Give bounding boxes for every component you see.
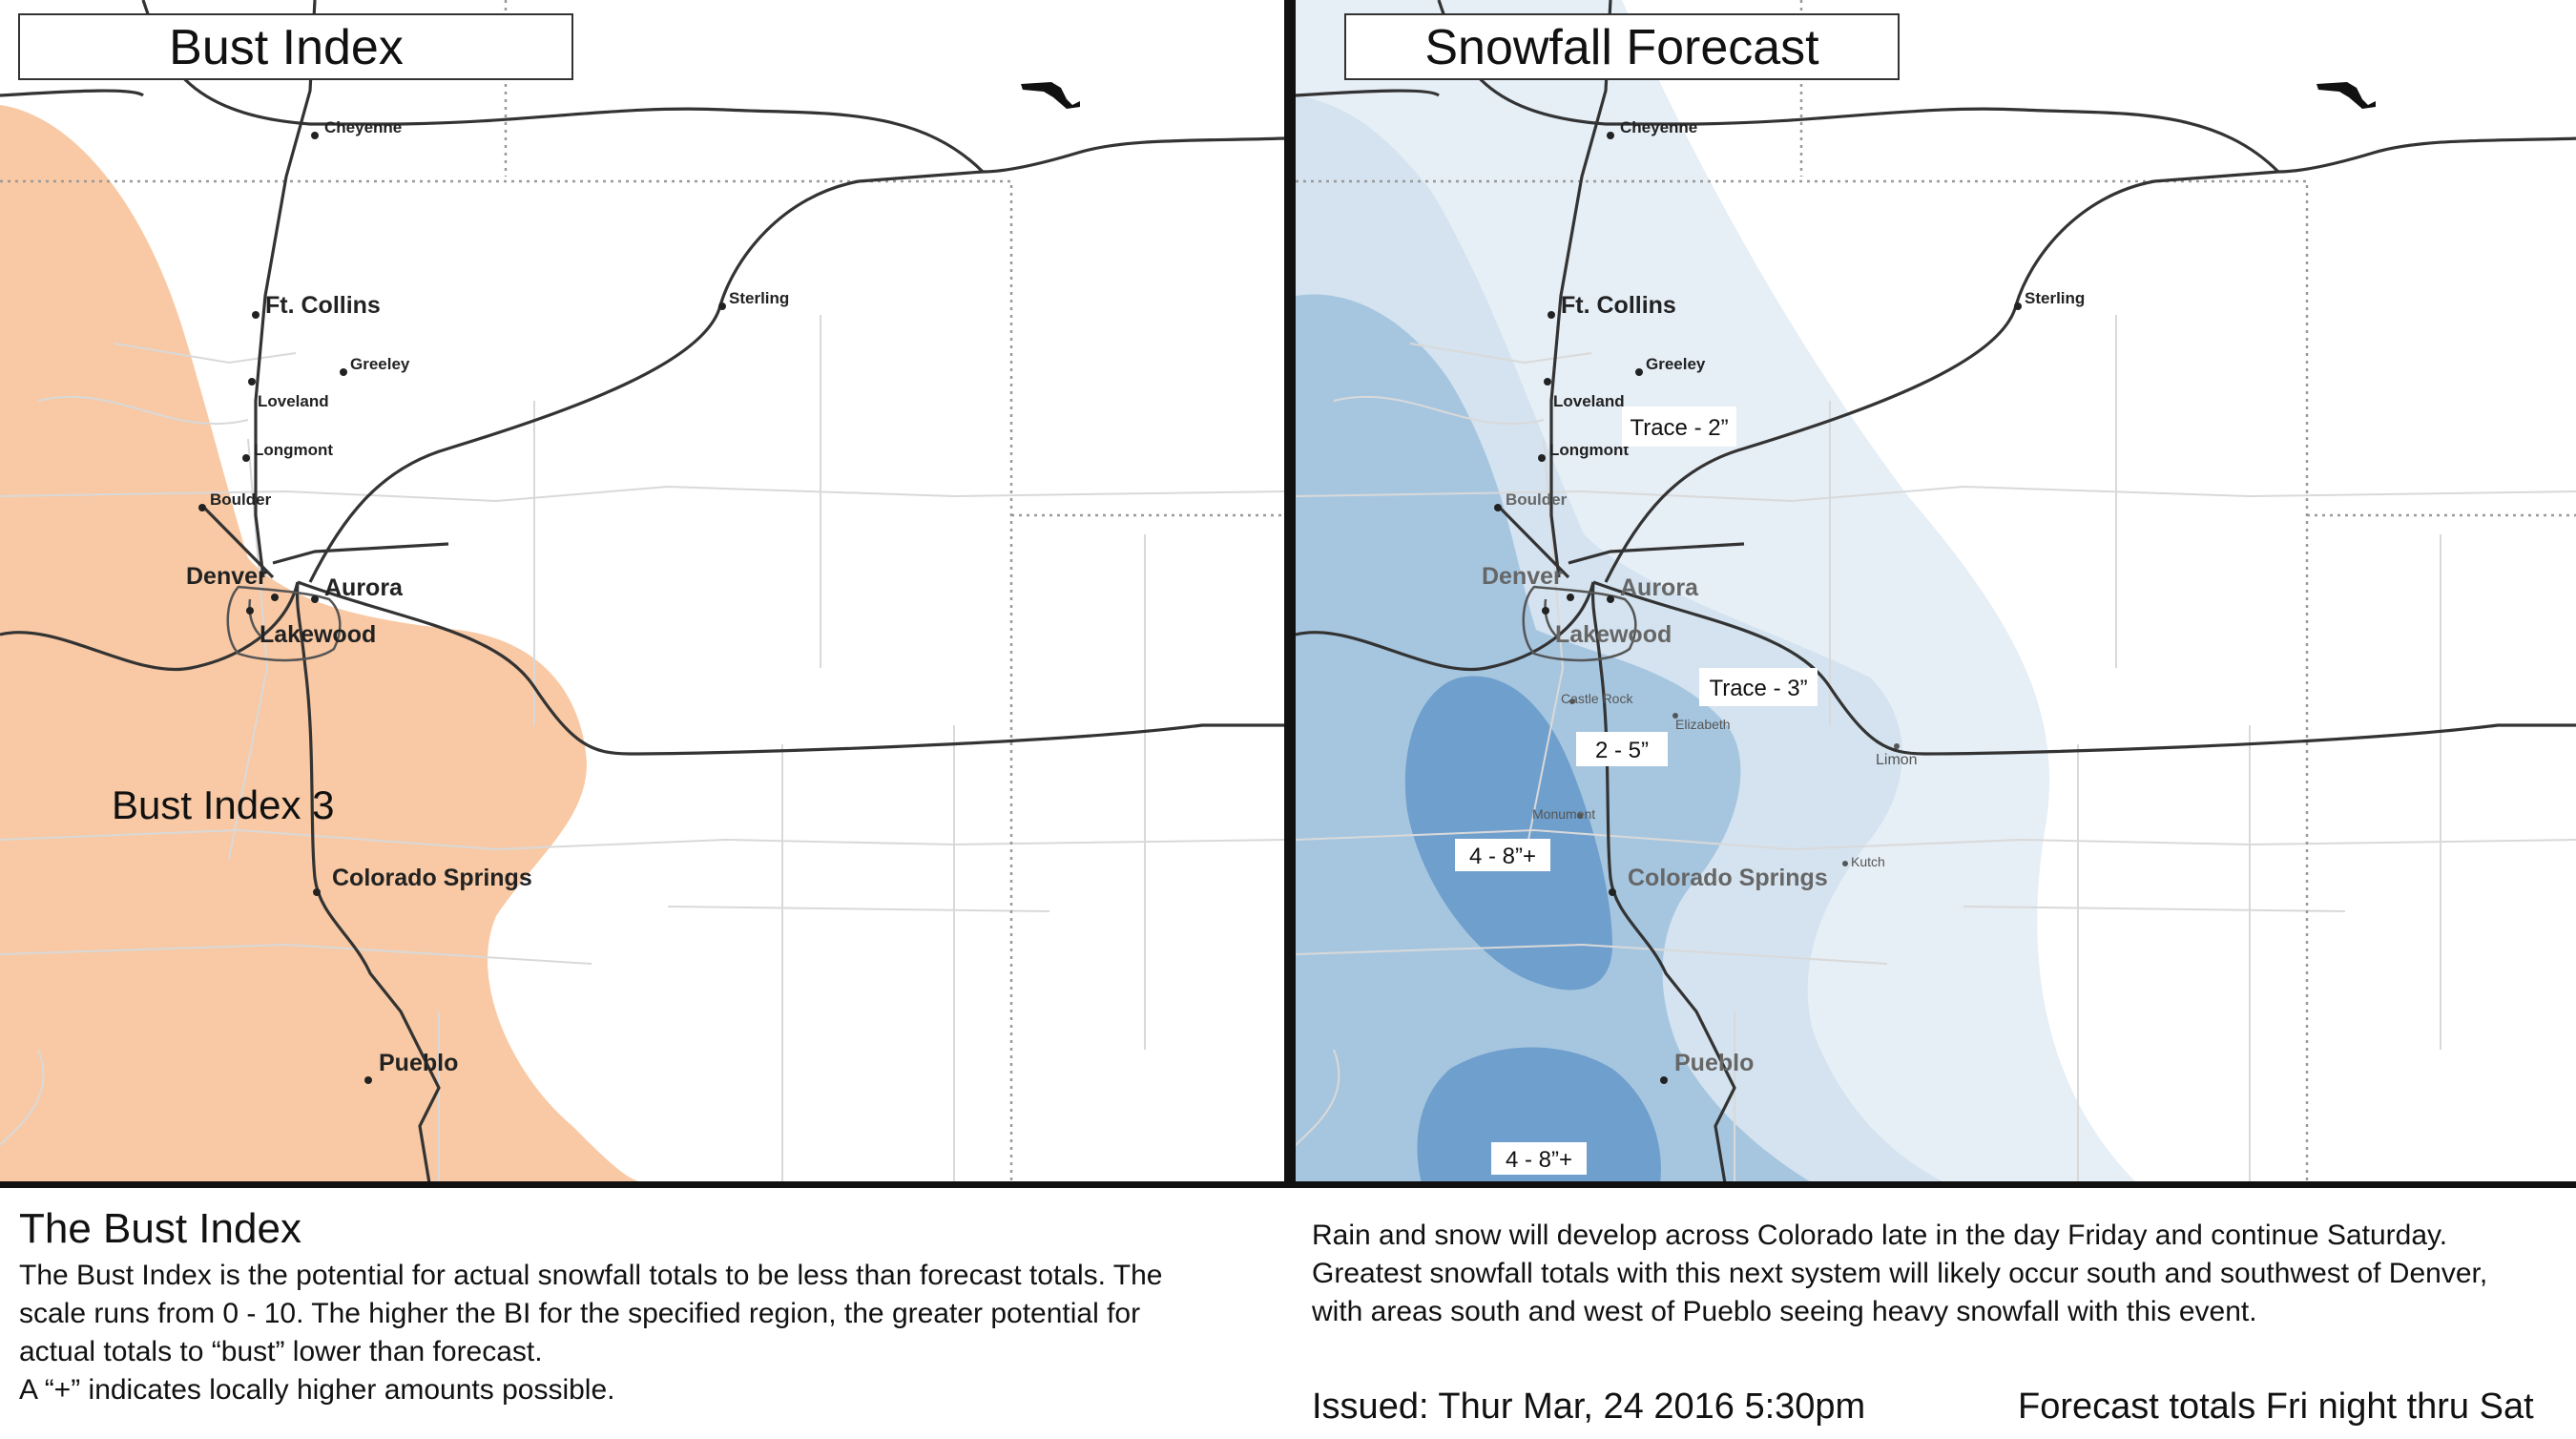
- city-longmont: Longmont: [254, 441, 333, 459]
- city-loveland: Loveland: [1553, 392, 1625, 410]
- zone-labels: Trace - 2” Trace - 3” 2 - 5” 4 - 8”+ 4 -…: [1455, 407, 1818, 1175]
- bust-index-heading: The Bust Index: [19, 1205, 301, 1252]
- label-box-2-5: [1576, 732, 1668, 766]
- city-denver: Denver: [186, 563, 267, 590]
- city-pueblo: Pueblo: [379, 1050, 458, 1076]
- left-panel-title: Bust Index: [169, 20, 404, 75]
- footer: The Bust Index The Bust Index is the pot…: [0, 1188, 2576, 1439]
- snowfall-forecast-map: Cheyenne Ft. Collins Greeley Loveland Lo…: [1296, 0, 2576, 1183]
- label-box-trace-2: [1622, 407, 1736, 447]
- forecast-text-line: Rain and snow will develop across Colora…: [1312, 1220, 2448, 1251]
- city-colorado-springs: Colorado Springs: [332, 865, 532, 891]
- city-sterling: Sterling: [729, 289, 789, 307]
- footer-divider: [0, 1181, 2576, 1188]
- city-greeley: Greeley: [1646, 355, 1706, 373]
- city-longmont: Longmont: [1549, 441, 1629, 459]
- label-trace-3: Trace - 3”: [1709, 676, 1807, 701]
- city-loveland: Loveland: [258, 392, 329, 410]
- city-lakewood: Lakewood: [260, 621, 376, 648]
- left-title-box: [18, 13, 573, 80]
- bust-index-value-label: Bust Index 3: [112, 782, 334, 827]
- city-lakewood: Lakewood: [1555, 621, 1672, 648]
- city-monument: Monument: [1532, 806, 1595, 822]
- city-pueblo: Pueblo: [1674, 1050, 1754, 1076]
- bust-index-map: Cheyenne Ft. Collins Greeley Loveland Lo…: [0, 0, 1284, 1183]
- city-elizabeth: Elizabeth: [1675, 717, 1731, 732]
- city-kutch: Kutch: [1851, 854, 1885, 869]
- city-aurora: Aurora: [324, 574, 404, 601]
- right-title-box: [1344, 13, 1900, 80]
- bust-index-region: [0, 105, 649, 1183]
- label-4-8-north: 4 - 8”+: [1469, 844, 1536, 869]
- city-boulder: Boulder: [1506, 490, 1568, 509]
- city-sterling: Sterling: [2025, 289, 2085, 307]
- city-limon: Limon: [1876, 752, 1918, 768]
- city-ft-collins: Ft. Collins: [265, 292, 381, 319]
- city-greeley: Greeley: [350, 355, 410, 373]
- city-denver: Denver: [1482, 563, 1563, 590]
- zone-4-8-south: [1417, 1047, 1661, 1183]
- city-cheyenne: Cheyenne: [324, 118, 402, 136]
- bust-index-text-line: The Bust Index is the potential for actu…: [19, 1260, 1163, 1291]
- forecast-period: Forecast totals Fri night thru Sat: [2018, 1387, 2534, 1427]
- label-box-trace-3: [1699, 668, 1818, 706]
- label-trace-2: Trace - 2”: [1630, 415, 1728, 441]
- city-ft-collins: Ft. Collins: [1561, 292, 1676, 319]
- forecast-text-line: with areas south and west of Pueblo seei…: [1312, 1296, 2257, 1327]
- panel-divider: [1284, 0, 1296, 1188]
- bust-index-text-line: A “+” indicates locally higher amounts p…: [19, 1374, 615, 1406]
- zone-4-8-north: [1404, 676, 1612, 991]
- label-4-8-south: 4 - 8”+: [1506, 1147, 1572, 1173]
- city-colorado-springs: Colorado Springs: [1628, 865, 1828, 891]
- forecast-maps: Cheyenne Ft. Collins Greeley Loveland Lo…: [0, 0, 2576, 1188]
- label-2-5: 2 - 5”: [1595, 738, 1649, 763]
- right-panel-title: Snowfall Forecast: [1424, 20, 1819, 75]
- bust-index-text-line: actual totals to “bust” lower than forec…: [19, 1336, 543, 1367]
- city-cheyenne: Cheyenne: [1620, 118, 1697, 136]
- city-castle-rock: Castle Rock: [1561, 691, 1633, 706]
- label-box-4-8-north: [1455, 839, 1550, 871]
- bust-index-text-line: scale runs from 0 - 10. The higher the B…: [19, 1298, 1141, 1329]
- forecast-text-line: Greatest snowfall totals with this next …: [1312, 1258, 2488, 1289]
- label-box-4-8-south: [1491, 1142, 1587, 1175]
- city-boulder: Boulder: [210, 490, 272, 509]
- snowfall-zones: [1296, 0, 2137, 1183]
- issued-timestamp: Issued: Thur Mar, 24 2016 5:30pm: [1312, 1387, 1866, 1427]
- city-aurora: Aurora: [1620, 574, 1699, 601]
